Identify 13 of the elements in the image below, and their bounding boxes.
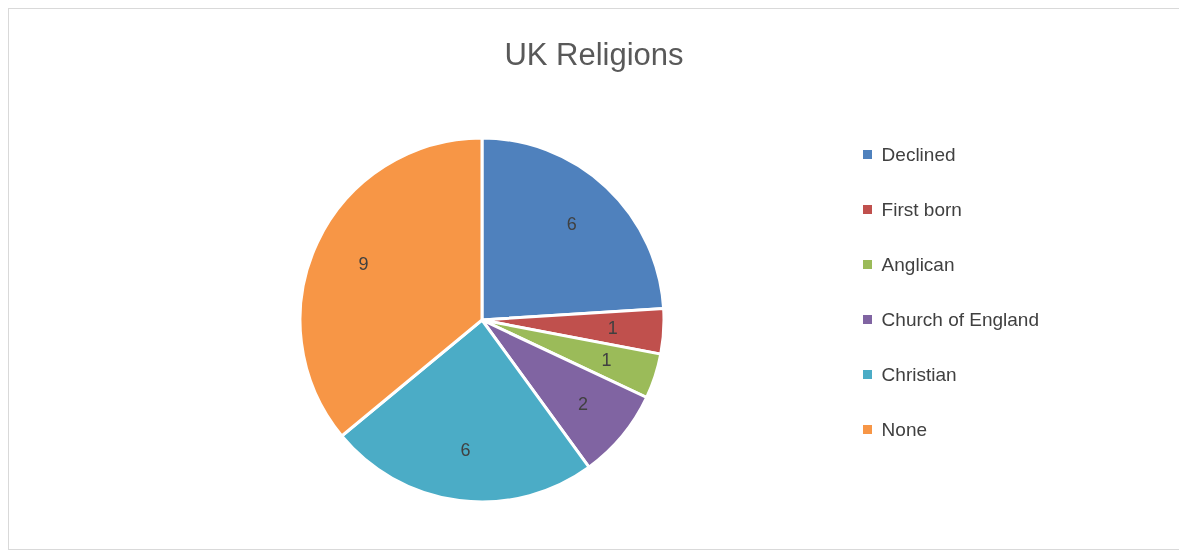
data-label: 6 [460, 440, 471, 461]
data-label: 9 [358, 254, 369, 275]
legend-label: None [881, 418, 928, 441]
legend-label: Declined [881, 143, 956, 166]
legend-label: Christian [881, 363, 957, 386]
legend-label: First born [881, 198, 962, 221]
data-label: 1 [601, 350, 612, 371]
legend-label: Anglican [881, 253, 955, 276]
data-label: 2 [577, 393, 588, 414]
data-label: 6 [566, 214, 577, 235]
legend-label: Church of England [881, 308, 1039, 331]
chart-title: UK Religions [503, 37, 685, 73]
data-label: 1 [607, 318, 618, 339]
